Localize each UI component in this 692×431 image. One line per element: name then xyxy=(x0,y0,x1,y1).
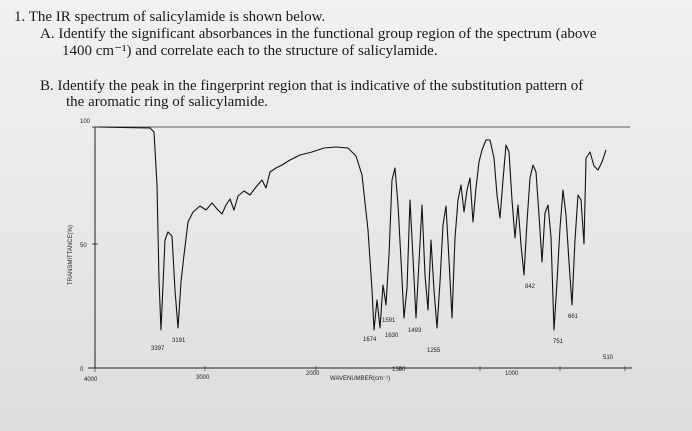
peak-label-3397: 3397 xyxy=(151,346,165,352)
peak-label-842: 842 xyxy=(525,284,536,290)
x-tick-4000: 4000 xyxy=(84,377,98,383)
question-intro: 1. The IR spectrum of salicylamide is sh… xyxy=(14,10,325,25)
x-tick-2000: 2000 xyxy=(306,371,320,377)
part-a-text1: Identify the significant absorbances in … xyxy=(58,26,597,42)
peak-label-3191: 3191 xyxy=(172,338,186,344)
part-a-line1: A. Identify the significant absorbances … xyxy=(40,27,597,42)
part-a-line2: 1400 cm⁻¹) and correlate each to the str… xyxy=(62,43,438,59)
peak-label-661: 661 xyxy=(568,314,579,320)
part-b-label: B. xyxy=(40,78,54,94)
peak-label-1630: 1630 xyxy=(385,333,399,339)
peak-label-751: 751 xyxy=(553,339,564,345)
x-tick-1000: 1000 xyxy=(505,371,519,377)
y-axis-label: TRANSMITTANCE(%) xyxy=(68,225,74,285)
peak-label-1255: 1255 xyxy=(427,348,441,354)
part-b-line1: B. Identify the peak in the fingerprint … xyxy=(40,79,583,94)
question-intro-text: The IR spectrum of salicylamide is shown… xyxy=(28,9,326,25)
y-tick-0: 0 xyxy=(80,367,84,373)
part-b-text1: Identify the peak in the fingerprint reg… xyxy=(57,78,584,94)
question-number: 1. xyxy=(14,9,26,25)
peak-label-1674: 1674 xyxy=(363,337,377,343)
spectrum-trace xyxy=(97,126,607,331)
y-tick-50: 50 xyxy=(80,243,87,249)
y-tick-100: 100 xyxy=(80,119,91,125)
peak-label-510: 510 xyxy=(603,355,614,361)
part-a-label: A. xyxy=(40,26,55,42)
peak-label-1591: 1591 xyxy=(382,318,396,324)
x-tick-1500: 1500 xyxy=(392,367,406,373)
x-tick-marks xyxy=(94,365,626,372)
x-tick-3000: 3000 xyxy=(196,375,210,381)
peak-label-1493: 1493 xyxy=(408,328,422,334)
x-axis-label: WAVENUMBER(cm⁻¹) xyxy=(330,376,390,382)
part-b-line2: the aromatic ring of salicylamide. xyxy=(66,94,269,110)
